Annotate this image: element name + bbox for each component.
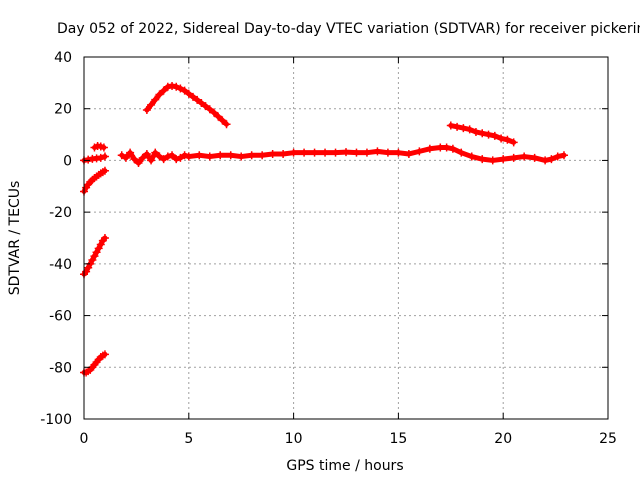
y-tick-label: 20 xyxy=(54,102,72,118)
y-tick-label: -60 xyxy=(49,309,72,325)
x-tick-label: 0 xyxy=(80,431,89,447)
data-series xyxy=(446,121,518,147)
data-point xyxy=(100,234,109,242)
x-tick-label: 15 xyxy=(389,431,407,447)
data-point xyxy=(222,120,231,129)
data-point xyxy=(100,166,109,175)
data-point xyxy=(100,350,109,359)
x-tick-label: 20 xyxy=(494,431,512,447)
data-series xyxy=(117,143,568,168)
data-series xyxy=(80,350,109,377)
x-axis-label: GPS time / hours xyxy=(286,458,403,474)
data-point xyxy=(509,138,518,147)
plot-frame xyxy=(83,56,609,420)
data-series xyxy=(90,141,108,152)
chart-title: Day 052 of 2022, Sidereal Day-to-day VTE… xyxy=(57,21,640,37)
data-point xyxy=(100,152,109,161)
grid-lines xyxy=(84,57,608,419)
y-tick-label: -80 xyxy=(49,360,72,376)
x-tick-label: 5 xyxy=(184,431,193,447)
axes: 0 5 10 15 20 25 -100 -80 -60 -40 -20 0 20 40 xyxy=(40,50,617,447)
y-axis-label: SDTVAR / TECUs xyxy=(7,181,23,296)
y-tick-label: 0 xyxy=(63,153,72,169)
y-tick-label: -100 xyxy=(40,412,72,428)
x-tick-label: 25 xyxy=(599,431,617,447)
y-tick-label: -20 xyxy=(49,205,72,221)
y-tick-label: 40 xyxy=(54,50,72,66)
data-point xyxy=(99,143,108,152)
y-tick-label: -40 xyxy=(49,257,72,273)
plot-data xyxy=(80,81,568,377)
x-tick-label: 10 xyxy=(285,431,303,447)
data-series xyxy=(142,81,231,129)
data-point xyxy=(559,151,568,160)
